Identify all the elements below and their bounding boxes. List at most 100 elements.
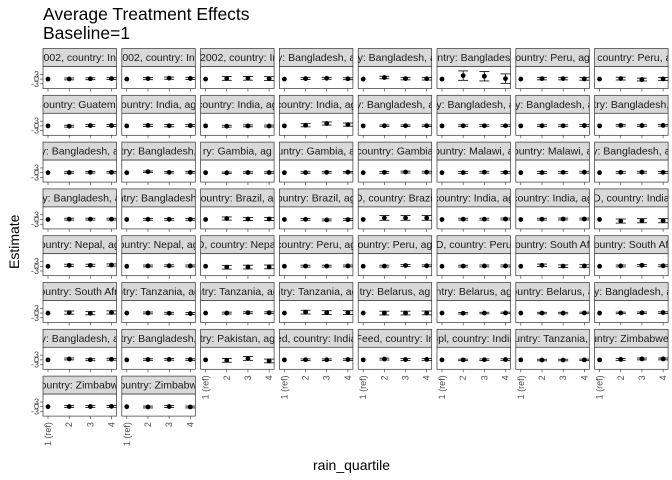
data-point bbox=[597, 263, 602, 269]
data-point bbox=[345, 263, 351, 269]
data-point bbox=[224, 76, 230, 81]
data-point bbox=[381, 75, 387, 80]
data-point bbox=[424, 215, 430, 221]
data-point bbox=[660, 263, 666, 269]
data-point bbox=[439, 123, 445, 129]
facet-panel-background bbox=[594, 112, 669, 136]
facet-panel: y: Bangladesh, a30-3 bbox=[31, 141, 117, 186]
facet-panel-background bbox=[121, 393, 196, 417]
data-point bbox=[618, 169, 624, 175]
data-point bbox=[224, 216, 230, 221]
facet-panel-background bbox=[121, 253, 196, 277]
facet-panel: try: Bangladesh, bbox=[593, 94, 669, 139]
facet-strip-label: ountry: Tanzania, a bbox=[508, 333, 597, 345]
facet-panel: ountry: Belarus, a bbox=[511, 282, 593, 326]
data-point bbox=[266, 358, 272, 364]
facet-panel-background bbox=[42, 253, 117, 277]
facet-panel-background bbox=[200, 253, 275, 277]
facet-panel: country: Guatema 30-3 bbox=[31, 94, 117, 139]
x-tick-label: 1 (ref) bbox=[358, 375, 368, 399]
data-point bbox=[45, 263, 51, 269]
data-point bbox=[660, 218, 666, 224]
x-tick-label: 3 bbox=[322, 375, 332, 380]
data-point bbox=[109, 216, 114, 222]
data-point bbox=[166, 263, 172, 269]
data-point bbox=[597, 170, 602, 176]
facet-panel-background bbox=[357, 206, 433, 230]
data-point bbox=[324, 217, 330, 223]
y-tick-label: -3 bbox=[31, 172, 39, 182]
x-tick-label: 2 bbox=[64, 422, 74, 427]
facet-strip-label: ed, country: India bbox=[276, 333, 357, 345]
x-tick-label: 2 bbox=[537, 375, 547, 380]
facet-strip-label: ry: Gambia, ag bbox=[203, 146, 272, 158]
data-point bbox=[360, 357, 366, 363]
facet-strip-label: country: India, ag bbox=[512, 192, 593, 204]
data-point bbox=[203, 357, 209, 363]
data-point bbox=[560, 216, 566, 222]
data-point bbox=[245, 75, 251, 81]
data-point bbox=[203, 263, 209, 269]
x-tick-label: 1 (ref) bbox=[437, 375, 447, 399]
data-point bbox=[145, 123, 151, 128]
facet-panel: try: Belarus, ag bbox=[357, 282, 433, 326]
data-point bbox=[639, 262, 645, 268]
data-point bbox=[145, 263, 151, 269]
data-point bbox=[166, 169, 172, 175]
data-point bbox=[518, 357, 524, 363]
data-point bbox=[303, 122, 308, 128]
data-point bbox=[381, 215, 387, 221]
facet-panel: country: Gambia bbox=[357, 141, 433, 186]
data-point bbox=[245, 356, 251, 361]
facet-strip-label: ountry: Belarus, a bbox=[511, 286, 593, 298]
data-point bbox=[187, 216, 193, 222]
facet-panel-background bbox=[515, 206, 590, 230]
data-point bbox=[560, 263, 566, 269]
data-point bbox=[324, 263, 330, 269]
data-point bbox=[45, 170, 51, 176]
data-point bbox=[109, 262, 114, 268]
facet-panel: country: Brazil, ag bbox=[200, 188, 275, 232]
facet-panel: D, country: Brazil bbox=[357, 188, 433, 232]
y-tick-label: 0 bbox=[34, 261, 39, 271]
data-point bbox=[324, 75, 330, 81]
facet-panel: y: Bangladesh, a bbox=[279, 48, 354, 92]
data-point bbox=[503, 216, 508, 222]
y-tick-label: 3 bbox=[34, 397, 39, 407]
data-point bbox=[282, 357, 287, 363]
data-point bbox=[597, 310, 602, 316]
x-tick-label: 3 bbox=[558, 375, 568, 380]
facet-panel: country: South Afri bbox=[594, 235, 669, 279]
facet-panel-background bbox=[121, 66, 196, 89]
data-point bbox=[518, 123, 524, 129]
facet-panel-background bbox=[200, 206, 275, 230]
data-point bbox=[560, 357, 566, 363]
facet-panel-background bbox=[42, 206, 117, 230]
facet-strip-label: country: Peru, ag bbox=[276, 239, 356, 251]
facet-strip-label: try: Bangladesh, bbox=[593, 99, 669, 111]
facet-panel: try: Pakistan, ag 1 (ref) 2 3 4 bbox=[200, 328, 275, 399]
facet-panel-background bbox=[42, 393, 117, 417]
data-point bbox=[481, 169, 487, 175]
facet-strip-label: D, country: India bbox=[593, 192, 670, 204]
data-point bbox=[282, 76, 287, 82]
data-point bbox=[124, 357, 130, 363]
data-point bbox=[187, 357, 193, 362]
data-point bbox=[224, 310, 230, 316]
facet-strip-label: ry: Bangladesh, a bbox=[512, 99, 594, 111]
data-point bbox=[303, 309, 308, 315]
data-point bbox=[87, 169, 93, 175]
x-tick-label: 4 bbox=[658, 375, 668, 380]
facet-strip-label: ountry: Gambia, ag bbox=[272, 146, 361, 158]
data-point bbox=[324, 310, 330, 315]
data-point bbox=[266, 170, 272, 175]
y-tick-label: -3 bbox=[31, 406, 39, 416]
facet-panel: ry: Bangladesh, a bbox=[512, 94, 594, 139]
data-point bbox=[66, 262, 72, 268]
facet-panel-background bbox=[357, 66, 433, 89]
data-point bbox=[481, 263, 487, 269]
data-point bbox=[124, 76, 130, 82]
data-point bbox=[324, 357, 330, 363]
facet-panel-background bbox=[42, 300, 117, 323]
facet-panel-background bbox=[436, 66, 511, 89]
